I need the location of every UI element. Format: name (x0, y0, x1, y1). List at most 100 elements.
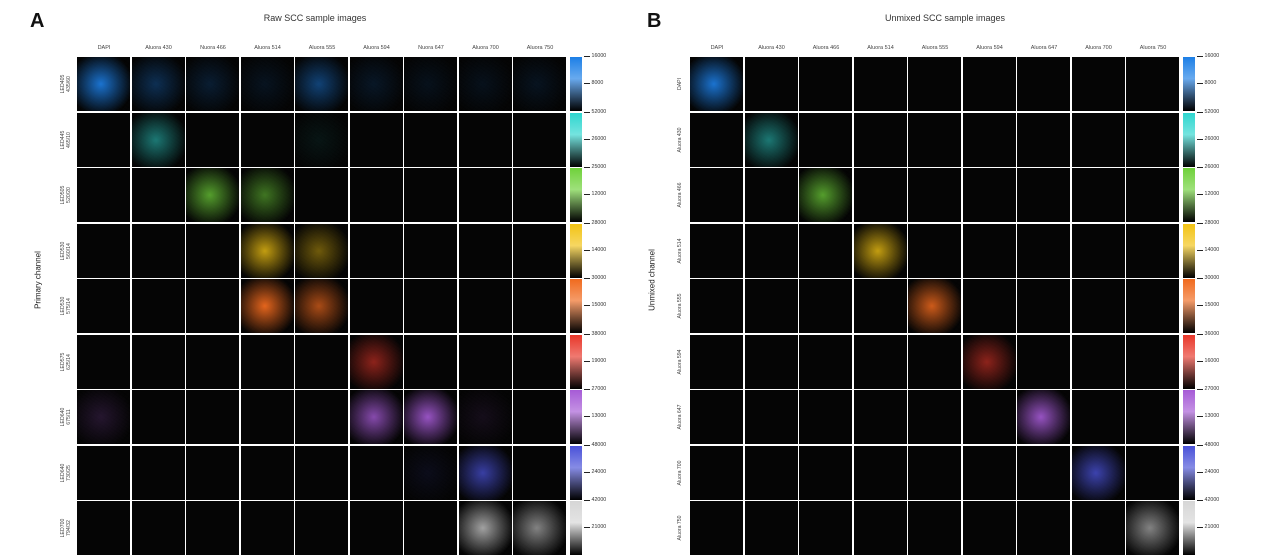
column-header: Aluora 555 (308, 45, 336, 51)
image-tile (1017, 390, 1070, 444)
image-tile (908, 279, 961, 333)
image-tile (1126, 390, 1179, 444)
row-label: Aluora 647 (677, 404, 683, 429)
image-tile (349, 112, 403, 167)
image-tile (799, 279, 852, 333)
colorbar-tick-label: 13000 (583, 413, 607, 419)
image-tile (240, 112, 294, 167)
row-label-line: 625/14 (66, 353, 72, 370)
image-tile (240, 445, 294, 500)
image-tile (513, 57, 566, 111)
image-tile (404, 501, 457, 555)
image-tile (1017, 57, 1070, 111)
image-tile (513, 279, 566, 333)
image-tile (186, 279, 239, 333)
image-tile (240, 279, 294, 333)
row-label-line: 794/32 (66, 520, 72, 536)
image-tile (458, 57, 512, 111)
column-header: Aluora 430 (145, 45, 172, 51)
colorbar-tick-label: 15000 (1196, 302, 1220, 308)
panel-a: A Raw SCC sample images Primary channel … (0, 0, 630, 559)
row-label-line: 675/11 (66, 409, 72, 425)
colorbar (569, 112, 582, 167)
image-tile (1071, 57, 1125, 111)
image-tile (349, 501, 403, 555)
image-tile (186, 57, 239, 111)
image-tile (77, 168, 130, 222)
image-tile (1071, 334, 1125, 389)
image-tile (295, 279, 348, 333)
row-label-line: Aluora 700 (677, 459, 683, 486)
colorbar-tick-label: 38000 (583, 330, 607, 337)
image-tile (744, 168, 798, 222)
image-tile (962, 168, 1016, 222)
image-tile (404, 334, 457, 389)
image-tile (908, 112, 961, 167)
colorbar-tick-label: 13000 (1196, 413, 1220, 419)
panel-letter: B (647, 10, 662, 32)
image-tile (962, 57, 1016, 111)
image-tile (908, 223, 961, 278)
image-tile (908, 168, 961, 222)
image-tile (744, 279, 798, 333)
image-tile (240, 57, 294, 111)
colorbar-tick-label: 27000 (583, 386, 607, 392)
image-tile (513, 223, 566, 278)
colorbar (569, 445, 582, 500)
image-tile (962, 390, 1016, 444)
image-tile (458, 223, 512, 278)
colorbar (569, 501, 582, 555)
row-label-line: Aluora 466 (677, 182, 683, 208)
image-tile (1126, 501, 1179, 555)
colorbar (1182, 501, 1195, 555)
row-label: LED575 625/14 (60, 352, 72, 371)
image-tile (1017, 168, 1070, 222)
image-tile (908, 390, 961, 444)
colorbar-tick-label: 14000 (1196, 246, 1220, 253)
colorbar (569, 168, 582, 222)
row-label: Aluora 700 (677, 460, 683, 485)
colorbar-tick-label: 52000 (1196, 108, 1220, 115)
row-label: LED445 465/10 (60, 130, 72, 149)
image-tile (1071, 390, 1125, 444)
colorbar (569, 334, 582, 389)
colorbar-tick-label: 48000 (1196, 441, 1220, 448)
colorbar-tick-label: 16000 (1196, 53, 1220, 59)
image-tile (690, 223, 743, 278)
image-tile (513, 390, 566, 444)
image-tile (131, 445, 185, 500)
image-tile (799, 390, 852, 444)
image-tile (1126, 57, 1179, 111)
row-label-line: DAPI (677, 77, 683, 91)
image-tile (77, 334, 130, 389)
colorbar-tick-label: 26000 (1196, 135, 1220, 142)
image-tile (77, 445, 130, 500)
image-tile (295, 223, 348, 278)
image-tile (744, 223, 798, 278)
image-tile (295, 501, 348, 555)
image-tile (744, 334, 798, 389)
image-tile (458, 279, 512, 333)
image-tile (853, 223, 907, 278)
image-tile (799, 112, 852, 167)
image-tile (131, 390, 185, 444)
image-tile (744, 57, 798, 111)
row-label: DAPI (677, 78, 683, 90)
colorbar-tick-label: 52000 (583, 108, 607, 115)
colorbar-tick-label: 26000 (583, 135, 607, 142)
colorbar-tick-label: 24000 (1196, 468, 1220, 475)
colorbar-tick-label: 15000 (583, 302, 607, 308)
image-tile (799, 334, 852, 389)
row-label-line: 730/25 (66, 464, 72, 481)
image-tile (186, 223, 239, 278)
row-label-line: 560/14 (66, 242, 72, 259)
column-header: Aluora 514 (867, 45, 894, 51)
colorbar-tick-label: 30000 (1196, 275, 1220, 281)
image-tile (1071, 112, 1125, 167)
row-label-line: Aluora 514 (677, 237, 683, 264)
image-tile (853, 112, 907, 167)
colorbar-tick-label: 30000 (583, 275, 607, 281)
image-tile (458, 112, 512, 167)
image-tile (513, 501, 566, 555)
image-tile (853, 334, 907, 389)
